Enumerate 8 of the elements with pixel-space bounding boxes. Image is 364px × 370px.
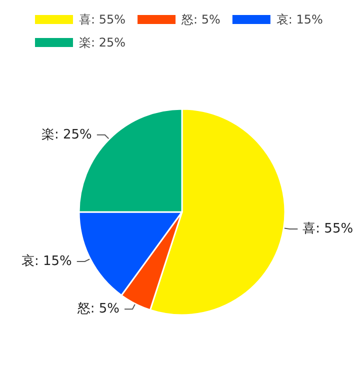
slice-label: 楽: 25% [42,127,92,142]
legend-label: 哀: 15% [276,12,323,26]
legend-label: 楽: 25% [79,36,126,50]
slice-label: 怒: 5% [76,302,120,317]
slice-label: 哀: 15% [21,254,72,269]
legend-label: 怒: 5% [180,12,220,26]
legend-label: 喜: 55% [79,12,126,26]
slice-label: 喜: 55% [302,222,354,237]
